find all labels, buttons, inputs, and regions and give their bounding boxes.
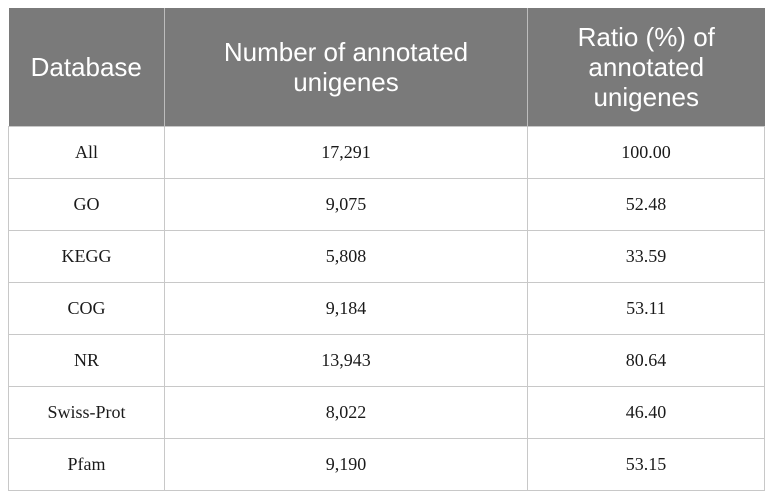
cell-number: 9,184 bbox=[164, 281, 528, 335]
cell-database: COG bbox=[8, 281, 165, 335]
cell-number: 9,190 bbox=[164, 437, 528, 491]
annotation-table: Database Number of annotated unigenes Ra… bbox=[8, 8, 765, 491]
cell-number: 8,022 bbox=[164, 385, 528, 439]
header-ratio-annotated: Ratio (%) of annotated unigenes bbox=[527, 8, 765, 126]
cell-database: GO bbox=[8, 177, 165, 231]
table-body: All 17,291 100.00 GO 9,075 52.48 KEGG 5,… bbox=[8, 125, 765, 491]
cell-database: All bbox=[8, 125, 165, 179]
table-row: Swiss-Prot 8,022 46.40 bbox=[8, 385, 765, 439]
cell-ratio: 33.59 bbox=[527, 229, 765, 283]
table-row: KEGG 5,808 33.59 bbox=[8, 229, 765, 283]
annotation-table-container: Database Number of annotated unigenes Ra… bbox=[8, 8, 765, 491]
table-row: NR 13,943 80.64 bbox=[8, 333, 765, 387]
cell-number: 5,808 bbox=[164, 229, 528, 283]
table-row: All 17,291 100.00 bbox=[8, 125, 765, 179]
cell-ratio: 46.40 bbox=[527, 385, 765, 439]
cell-database: Pfam bbox=[8, 437, 165, 491]
table-row: Pfam 9,190 53.15 bbox=[8, 437, 765, 491]
header-row: Database Number of annotated unigenes Ra… bbox=[8, 8, 765, 126]
cell-ratio: 53.15 bbox=[527, 437, 765, 491]
cell-ratio: 80.64 bbox=[527, 333, 765, 387]
cell-database: NR bbox=[8, 333, 165, 387]
cell-ratio: 100.00 bbox=[527, 125, 765, 179]
header-number-annotated: Number of annotated unigenes bbox=[164, 8, 528, 126]
cell-number: 13,943 bbox=[164, 333, 528, 387]
cell-database: KEGG bbox=[8, 229, 165, 283]
cell-number: 9,075 bbox=[164, 177, 528, 231]
header-database: Database bbox=[8, 8, 165, 126]
cell-ratio: 53.11 bbox=[527, 281, 765, 335]
cell-database: Swiss-Prot bbox=[8, 385, 165, 439]
cell-number: 17,291 bbox=[164, 125, 528, 179]
table-row: COG 9,184 53.11 bbox=[8, 281, 765, 335]
cell-ratio: 52.48 bbox=[527, 177, 765, 231]
table-header: Database Number of annotated unigenes Ra… bbox=[8, 8, 765, 126]
table-row: GO 9,075 52.48 bbox=[8, 177, 765, 231]
